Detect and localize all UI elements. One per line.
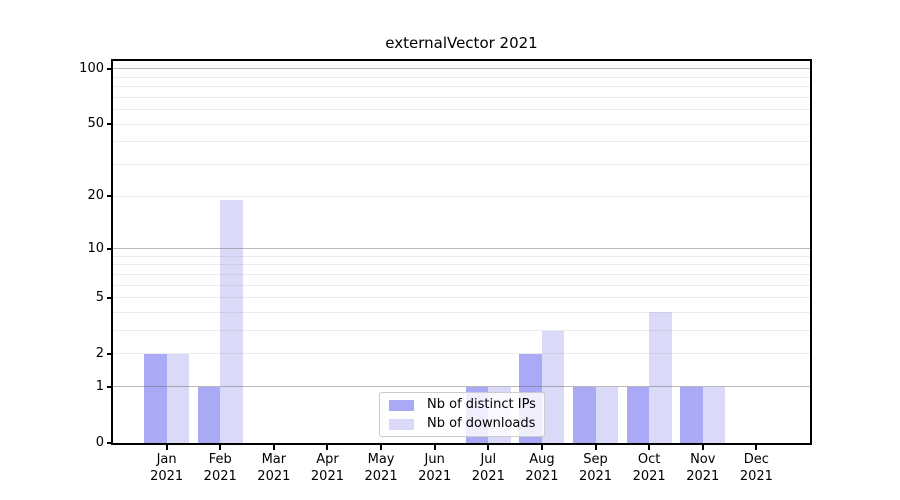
y-tick-0 — [107, 442, 113, 444]
x-tick-may-2021 — [380, 444, 383, 450]
x-tick-label-sep-2021: Sep 2021 — [578, 452, 613, 484]
bar-nb-of-distinct-ips-sep-2021 — [573, 386, 596, 443]
x-tick-feb-2021 — [219, 444, 222, 450]
bar-nb-of-downloads-oct-2021 — [649, 312, 672, 443]
y-tick-5 — [107, 296, 113, 299]
bar-nb-of-distinct-ips-feb-2021 — [197, 386, 221, 443]
bar-nb-of-downloads-sep-2021 — [595, 386, 619, 443]
x-tick-label-oct-2021: Oct 2021 — [632, 452, 666, 484]
legend: Nb of distinct IPs Nb of downloads — [379, 392, 545, 437]
y-tick-label-0: 0 — [95, 435, 104, 450]
legend-swatch-downloads — [389, 418, 414, 430]
x-tick-label-aug-2021: Aug 2021 — [525, 452, 559, 484]
bars-layer — [113, 61, 810, 443]
x-tick-label-jul-2021: Jul 2021 — [471, 452, 505, 484]
y-tick-label-10: 10 — [87, 240, 104, 256]
y-tick-label-1: 1 — [95, 378, 104, 394]
x-tick-label-nov-2021: Nov 2021 — [686, 452, 720, 484]
y-tick-50 — [107, 123, 113, 126]
y-tick-20 — [107, 195, 113, 198]
plot-area — [113, 61, 810, 443]
y-tick-10 — [107, 247, 113, 250]
x-tick-label-jun-2021: Jun 2021 — [418, 452, 452, 484]
x-tick-jan-2021 — [165, 444, 168, 450]
x-tick-label-apr-2021: Apr 2021 — [310, 452, 344, 484]
x-tick-jun-2021 — [433, 444, 436, 450]
bar-nb-of-downloads-feb-2021 — [220, 200, 243, 443]
bar-nb-of-downloads-nov-2021 — [702, 386, 726, 443]
x-tick-label-may-2021: May 2021 — [364, 452, 398, 484]
bar-nb-of-distinct-ips-jan-2021 — [144, 353, 167, 443]
y-tick-1 — [107, 385, 113, 388]
x-tick-label-jan-2021: Jan 2021 — [150, 452, 184, 484]
bar-nb-of-downloads-aug-2021 — [541, 330, 565, 443]
bar-nb-of-distinct-ips-oct-2021 — [626, 386, 650, 443]
x-tick-apr-2021 — [326, 444, 329, 450]
y-tick-label-2: 2 — [95, 345, 104, 361]
legend-label-downloads: Nb of downloads — [427, 416, 536, 431]
x-tick-label-feb-2021: Feb 2021 — [203, 452, 237, 484]
x-tick-aug-2021 — [540, 444, 543, 450]
x-tick-oct-2021 — [648, 444, 651, 450]
chart-title: externalVector 2021 — [385, 34, 538, 52]
y-tick-100 — [107, 67, 113, 70]
bar-nb-of-distinct-ips-nov-2021 — [680, 386, 703, 443]
x-tick-jul-2021 — [487, 444, 490, 450]
legend-label-distinct-ips: Nb of distinct IPs — [427, 397, 536, 412]
y-tick-2 — [107, 352, 113, 355]
legend-item-distinct-ips: Nb of distinct IPs — [389, 397, 536, 412]
x-tick-label-mar-2021: Mar 2021 — [257, 452, 291, 484]
x-tick-sep-2021 — [594, 444, 597, 450]
bar-nb-of-downloads-jan-2021 — [166, 353, 190, 443]
y-tick-label-50: 50 — [87, 116, 104, 132]
x-tick-mar-2021 — [272, 444, 275, 450]
y-tick-label-20: 20 — [87, 188, 104, 204]
legend-swatch-distinct-ips — [389, 399, 414, 411]
legend-item-downloads: Nb of downloads — [389, 417, 535, 431]
y-tick-label-100: 100 — [79, 60, 104, 76]
y-tick-label-5: 5 — [95, 289, 104, 305]
x-tick-nov-2021 — [701, 444, 704, 450]
x-tick-label-dec-2021: Dec 2021 — [739, 452, 773, 484]
x-tick-dec-2021 — [755, 444, 758, 450]
